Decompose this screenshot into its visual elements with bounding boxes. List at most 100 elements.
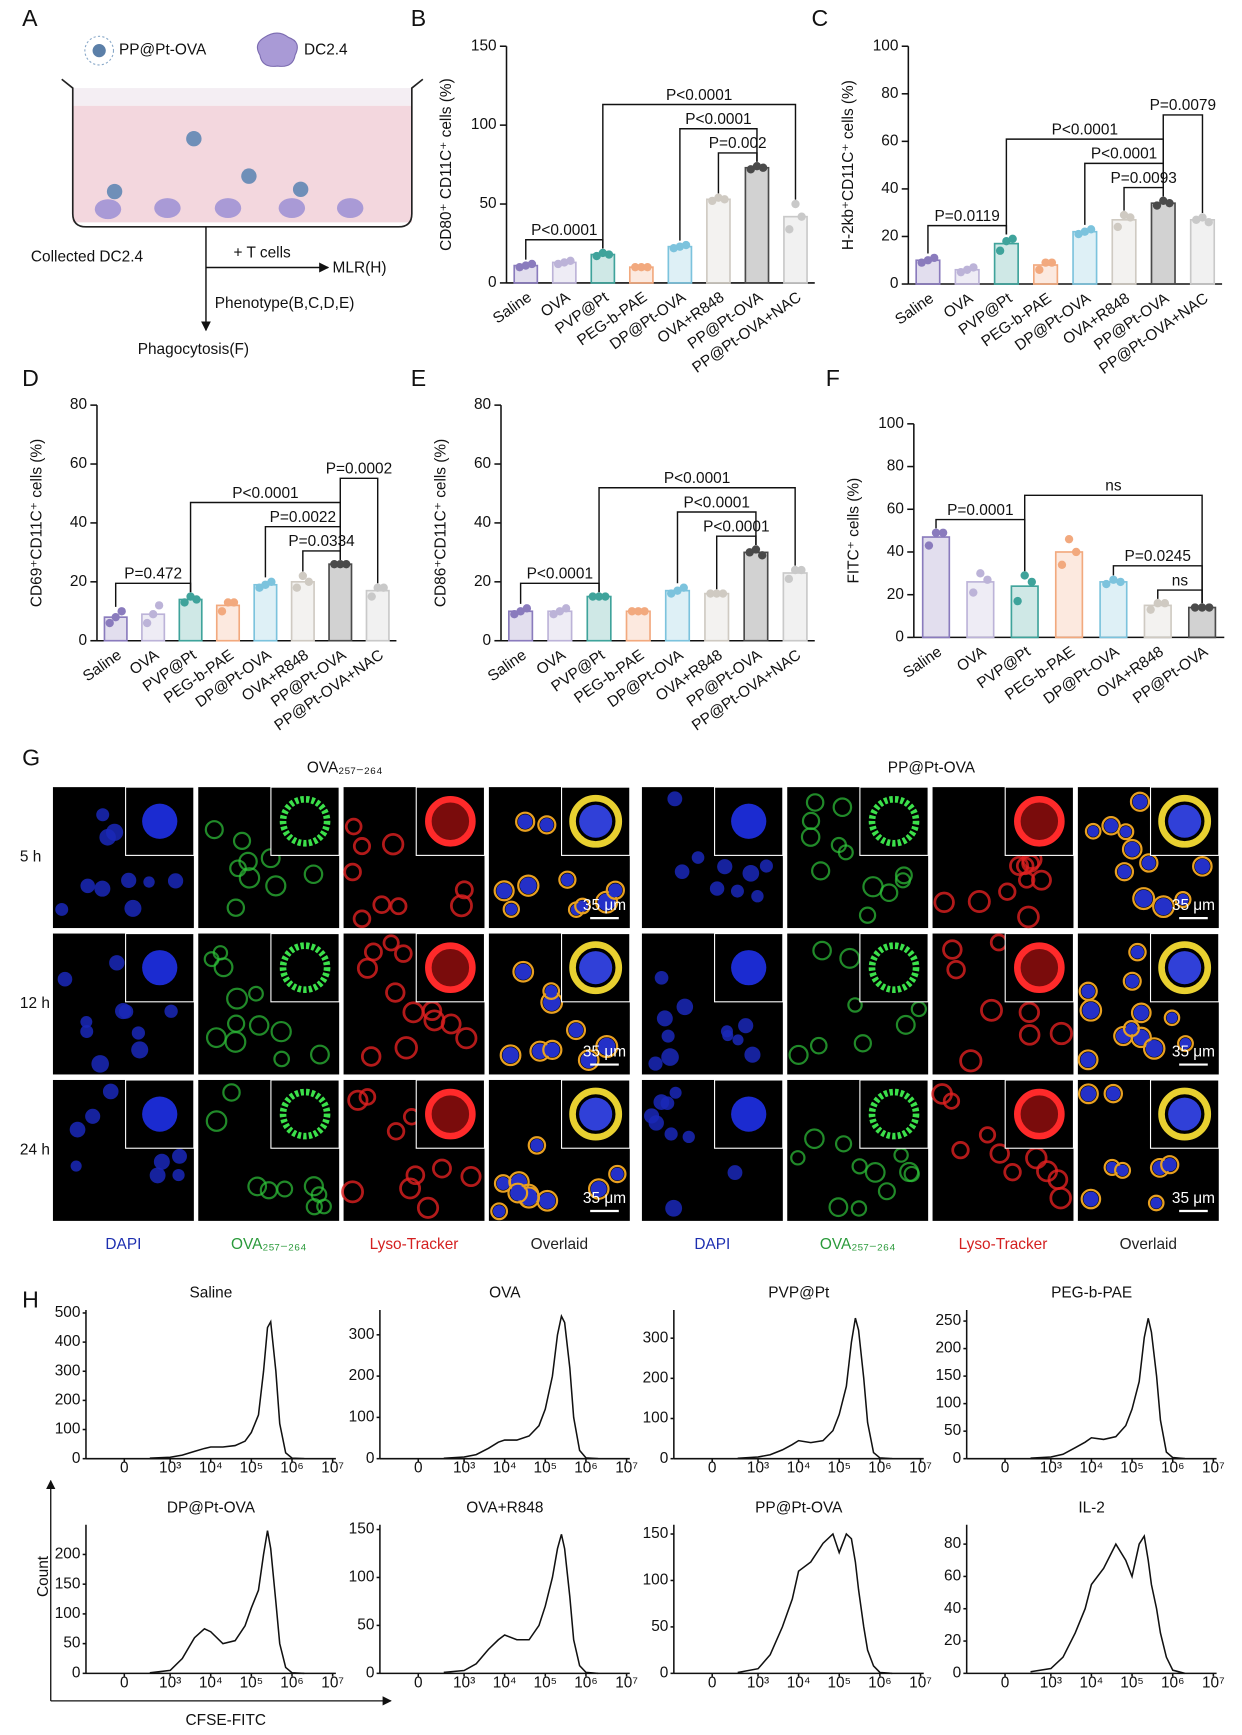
y-tick-label: 0 bbox=[366, 1664, 375, 1681]
nucleus bbox=[738, 1018, 754, 1034]
cell-signal bbox=[385, 982, 406, 1003]
data-point bbox=[298, 571, 308, 581]
scale-bar-label: 35 μm bbox=[583, 1190, 626, 1207]
data-point bbox=[516, 607, 525, 616]
nucleus bbox=[1145, 1039, 1163, 1058]
data-point bbox=[1008, 234, 1017, 244]
significance-bracket bbox=[679, 128, 758, 241]
inset-cell bbox=[569, 941, 623, 995]
inset-cell bbox=[731, 1096, 767, 1132]
chart-title: Saline bbox=[190, 1285, 233, 1302]
cell-signal bbox=[226, 898, 246, 917]
x-tick-label: 10⁶ bbox=[574, 1674, 597, 1691]
y-tick-label: 60 bbox=[887, 500, 904, 517]
nucleus bbox=[732, 1034, 744, 1046]
data-point bbox=[637, 262, 646, 272]
nucleus bbox=[1082, 1001, 1100, 1019]
cell-signal bbox=[381, 833, 405, 856]
x-tick-label: 10⁵ bbox=[240, 1674, 264, 1691]
data-point bbox=[1146, 605, 1155, 614]
scale-bar-label: 35 μm bbox=[1172, 1190, 1215, 1207]
cell-signal bbox=[507, 1182, 529, 1204]
inset-cell bbox=[569, 1087, 623, 1141]
cell-signal bbox=[1177, 1035, 1194, 1052]
y-tick-label: 60 bbox=[474, 455, 491, 472]
y-tick-label: 300 bbox=[55, 1362, 81, 1379]
cell-signal bbox=[1080, 1188, 1102, 1210]
bar bbox=[706, 198, 731, 284]
cell-signal bbox=[226, 987, 249, 1010]
y-tick-label: 80 bbox=[887, 458, 904, 475]
data-point bbox=[1197, 603, 1207, 612]
data-point bbox=[708, 196, 717, 206]
cell-signal bbox=[1132, 887, 1156, 911]
panel-letter: E bbox=[411, 365, 426, 391]
y-tick-label: 0 bbox=[366, 1450, 375, 1467]
cell-signal bbox=[515, 811, 536, 832]
significance-label: P=0.0334 bbox=[288, 533, 355, 550]
significance-label: P<0.0001 bbox=[1091, 146, 1157, 163]
data-point bbox=[720, 195, 729, 204]
inset-cell bbox=[868, 1088, 920, 1140]
cell-signal bbox=[1160, 1155, 1180, 1175]
cell-signal bbox=[1130, 1002, 1152, 1024]
cell-signal bbox=[1192, 856, 1213, 877]
panel-letter: A bbox=[22, 5, 38, 31]
nucleus bbox=[1133, 1005, 1149, 1021]
data-point bbox=[1198, 213, 1207, 222]
nucleus bbox=[1106, 1086, 1121, 1101]
cell-signal bbox=[812, 940, 832, 961]
cell-signal bbox=[858, 906, 877, 924]
cell-signal bbox=[1163, 1009, 1181, 1027]
cell-signal bbox=[542, 982, 561, 1000]
nucleus bbox=[149, 1167, 166, 1184]
data-point bbox=[1080, 227, 1090, 236]
cell-signal bbox=[837, 844, 854, 861]
y-tick-label: 40 bbox=[944, 1600, 961, 1617]
scale-bar-label: 35 μm bbox=[1172, 1044, 1215, 1061]
cell-signal bbox=[363, 942, 383, 962]
cell-signal bbox=[1114, 862, 1135, 882]
nucleus bbox=[1150, 1197, 1162, 1209]
y-tick-label: 50 bbox=[944, 1422, 961, 1439]
significance-label: P=0.0093 bbox=[1110, 170, 1176, 187]
data-point bbox=[566, 256, 575, 266]
cell-signal bbox=[341, 1180, 364, 1204]
x-tick-label: 10⁶ bbox=[574, 1460, 597, 1477]
y-tick-label: 60 bbox=[70, 455, 87, 472]
y-tick-label: 200 bbox=[55, 1546, 81, 1563]
x-tick-label: 10⁵ bbox=[1120, 1460, 1144, 1477]
cell-signal bbox=[270, 1020, 292, 1043]
cell-signal bbox=[303, 864, 324, 885]
inset-cell bbox=[279, 795, 331, 847]
bar bbox=[328, 563, 353, 642]
data-point bbox=[938, 528, 948, 537]
data-point bbox=[549, 610, 558, 619]
y-axis-label: CD69⁺CD11C⁺ cells (%) bbox=[29, 439, 46, 607]
inset-cell bbox=[142, 950, 178, 986]
nucleus bbox=[1087, 825, 1099, 837]
data-point bbox=[223, 598, 233, 607]
significance-label: P=0.472 bbox=[124, 566, 182, 583]
data-point bbox=[923, 256, 933, 265]
x-tick-label: 10⁵ bbox=[534, 1460, 558, 1477]
step-text: MLR(H) bbox=[333, 260, 387, 277]
nucleus bbox=[648, 1056, 663, 1071]
cell-signal bbox=[460, 1165, 482, 1188]
data-point bbox=[1057, 560, 1067, 569]
y-tick-label: 60 bbox=[881, 132, 898, 149]
nucleus bbox=[172, 1168, 185, 1182]
nanoparticle-icon bbox=[84, 35, 115, 66]
nucleus bbox=[744, 1046, 761, 1063]
cell-signal bbox=[1049, 1021, 1073, 1046]
cell-signal bbox=[894, 866, 913, 885]
nucleus bbox=[661, 1029, 675, 1043]
cell-signal bbox=[358, 1088, 377, 1106]
chart-title: DP@Pt-OVA bbox=[167, 1499, 256, 1516]
y-tick-label: 150 bbox=[349, 1521, 375, 1538]
nucleus bbox=[118, 1004, 134, 1019]
nucleus bbox=[1179, 1037, 1192, 1050]
cell-signal bbox=[933, 891, 955, 914]
nucleus bbox=[576, 900, 589, 912]
data-point bbox=[267, 577, 276, 587]
